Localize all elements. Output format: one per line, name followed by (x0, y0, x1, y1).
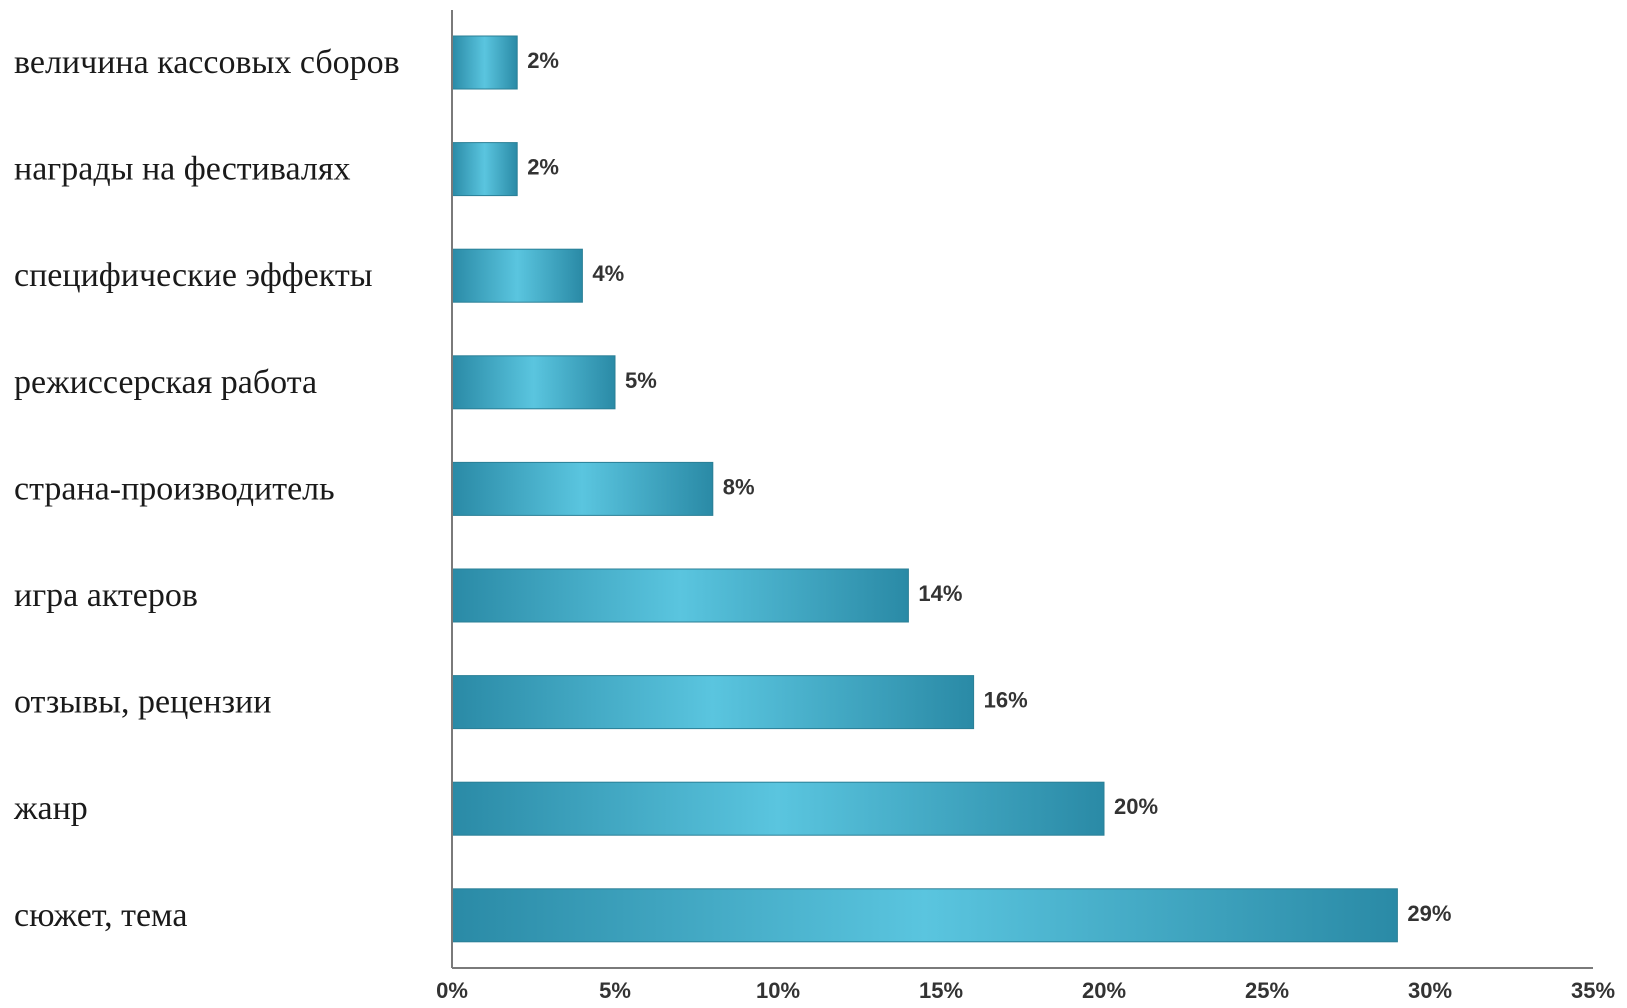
x-tick-label: 30% (1408, 978, 1452, 1003)
value-label: 2% (527, 155, 559, 180)
bar (451, 355, 616, 410)
value-label: 20% (1114, 794, 1158, 819)
x-tick-label: 5% (599, 978, 631, 1003)
value-label: 29% (1407, 901, 1451, 926)
category-label: жанр (13, 790, 88, 827)
category-label: специфические эффекты (14, 257, 373, 294)
value-label: 2% (527, 48, 559, 73)
category-label: сюжет, тема (14, 897, 187, 934)
bar (451, 675, 975, 730)
x-tick-label: 25% (1245, 978, 1289, 1003)
bar (451, 781, 1105, 836)
bar (451, 568, 909, 623)
value-label: 4% (592, 261, 624, 286)
x-tick-label: 0% (436, 978, 468, 1003)
bar (451, 461, 714, 516)
x-tick-label: 20% (1082, 978, 1126, 1003)
bars-group (451, 35, 1398, 943)
bar (451, 142, 518, 197)
category-label: режиссерская работа (14, 364, 317, 401)
value-label: 16% (984, 688, 1028, 713)
bar (451, 35, 518, 90)
x-tick-labels-group: 0% 5% 10% 15% 20% 25% 30% 35% (436, 978, 1615, 1003)
category-label: страна-производитель (14, 470, 335, 507)
category-labels-group: величина кассовых сборов награды на фести… (13, 44, 400, 934)
x-tick-label: 15% (919, 978, 963, 1003)
bar (451, 888, 1398, 943)
x-tick-label: 35% (1571, 978, 1615, 1003)
value-label: 5% (625, 368, 657, 393)
bar (451, 248, 583, 303)
value-label: 14% (918, 581, 962, 606)
category-label: игра актеров (14, 577, 198, 614)
category-label: отзывы, рецензии (14, 684, 271, 721)
value-labels-group: 2% 2% 4% 5% 8% 14% 16% 20% 29% (527, 48, 1451, 926)
category-label: награды на фестивалях (14, 151, 350, 188)
x-tick-label: 10% (756, 978, 800, 1003)
value-label: 8% (723, 474, 755, 499)
category-label: величина кассовых сборов (14, 44, 400, 81)
